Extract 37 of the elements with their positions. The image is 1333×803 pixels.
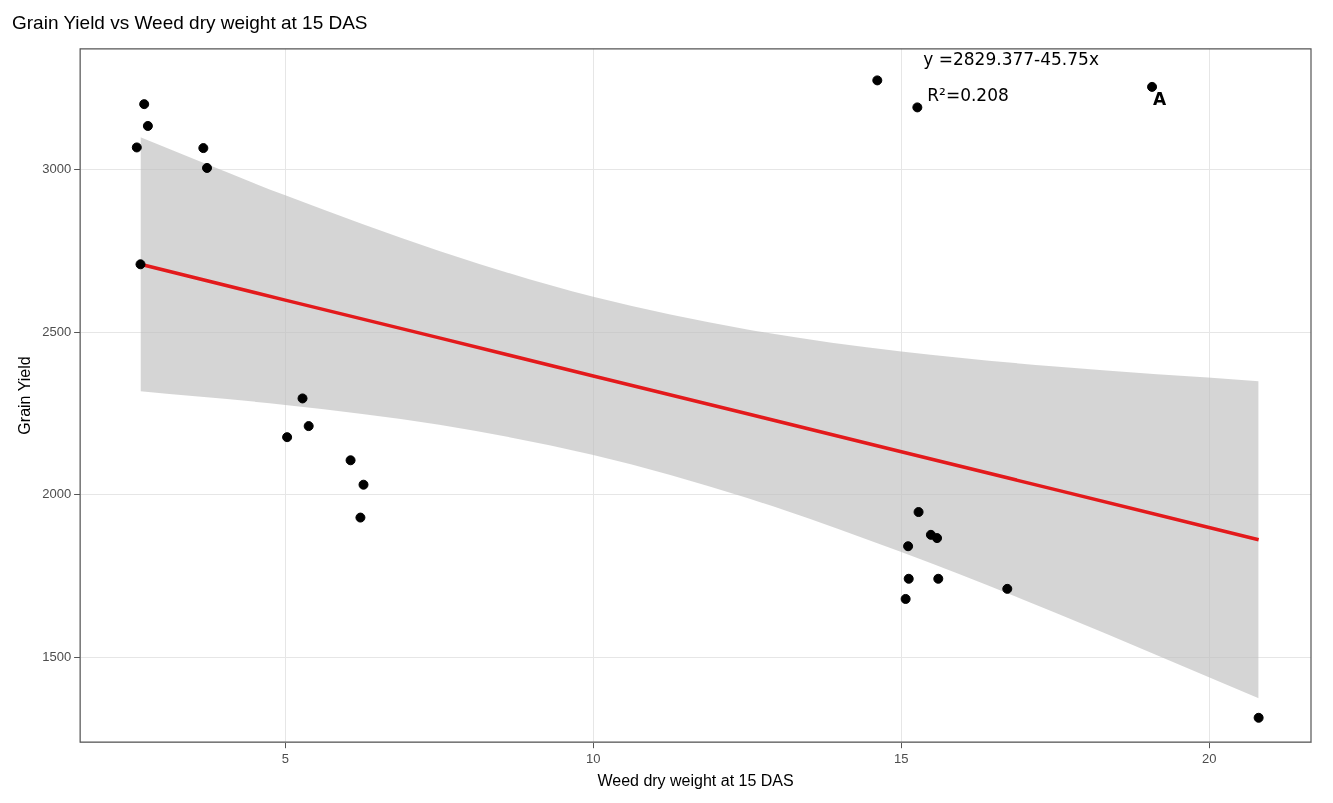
y-tick-label: 3000: [42, 160, 72, 176]
point: [1002, 583, 1013, 594]
point: [358, 479, 369, 490]
point: [913, 507, 924, 518]
x-tick-label: 10: [586, 750, 601, 766]
point: [872, 75, 883, 86]
chart-title: Grain Yield vs Weed dry weight at 15 DAS: [12, 11, 368, 33]
point: [903, 573, 914, 584]
point: [345, 455, 356, 466]
x-tick-label: 5: [281, 750, 289, 766]
point: [303, 421, 314, 432]
point: [297, 393, 308, 404]
x-tick-label: 15: [894, 750, 909, 766]
y-tick-label: 2000: [42, 486, 72, 502]
point: [202, 162, 213, 173]
point: [933, 573, 944, 584]
point: [912, 102, 923, 113]
point: [139, 99, 150, 110]
annotation: R²=0.208: [927, 85, 1009, 106]
point: [135, 259, 146, 270]
point: [131, 142, 142, 153]
point: [1253, 712, 1264, 723]
annotation: y =2829.377-45.75x: [923, 49, 1099, 70]
y-tick-label: 1500: [42, 649, 72, 665]
point: [1147, 81, 1158, 92]
point: [355, 512, 366, 523]
point: [198, 143, 209, 154]
point: [142, 120, 153, 131]
x-axis-title: Weed dry weight at 15 DAS: [597, 771, 794, 789]
y-tick-label: 2500: [42, 323, 72, 339]
y-axis-title: Grain Yield: [16, 356, 34, 435]
point: [932, 533, 943, 544]
point: [903, 541, 914, 552]
x-tick-label: 20: [1202, 750, 1217, 766]
point: [282, 432, 293, 443]
annotation: A: [1153, 88, 1168, 109]
point: [900, 593, 911, 604]
